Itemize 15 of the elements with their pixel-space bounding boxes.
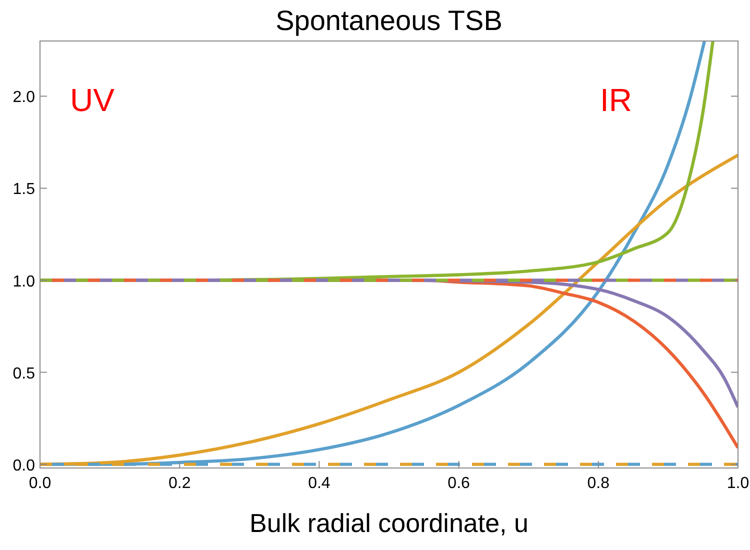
x-tick-label: 1.0 — [726, 475, 750, 492]
x-tick-label: 0.6 — [448, 475, 470, 492]
y-tick-label: 0.0 — [12, 457, 36, 474]
annotation: IR — [600, 82, 632, 118]
x-tick-label: 0.8 — [587, 475, 610, 492]
y-tick-label: 1.5 — [12, 181, 36, 198]
annotation: UV — [70, 82, 116, 118]
x-tick-label: 0.0 — [28, 475, 52, 492]
y-tick-label: 1.0 — [12, 273, 36, 290]
y-tick-label: 2.0 — [12, 89, 36, 106]
x-axis-title: Bulk radial coordinate, u — [250, 508, 528, 538]
x-tick-label: 0.2 — [168, 475, 191, 492]
chart-title: Spontaneous TSB — [276, 5, 502, 36]
x-tick-label: 0.4 — [308, 475, 330, 492]
y-tick-label: 0.5 — [12, 365, 36, 382]
